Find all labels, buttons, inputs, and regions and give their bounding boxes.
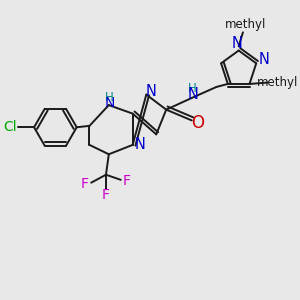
Text: Cl: Cl [3, 120, 17, 134]
Text: H: H [105, 91, 114, 103]
Text: O: O [191, 114, 205, 132]
Text: N: N [134, 137, 145, 152]
Text: methyl: methyl [256, 76, 298, 89]
Text: H: H [188, 82, 197, 95]
Text: F: F [123, 174, 131, 188]
Text: methyl: methyl [224, 19, 266, 32]
Text: N: N [232, 36, 243, 51]
Text: N: N [145, 84, 156, 99]
Text: N: N [259, 52, 270, 68]
Text: F: F [102, 188, 110, 202]
Text: N: N [104, 96, 115, 110]
Text: N: N [187, 87, 198, 102]
Text: F: F [81, 177, 89, 191]
